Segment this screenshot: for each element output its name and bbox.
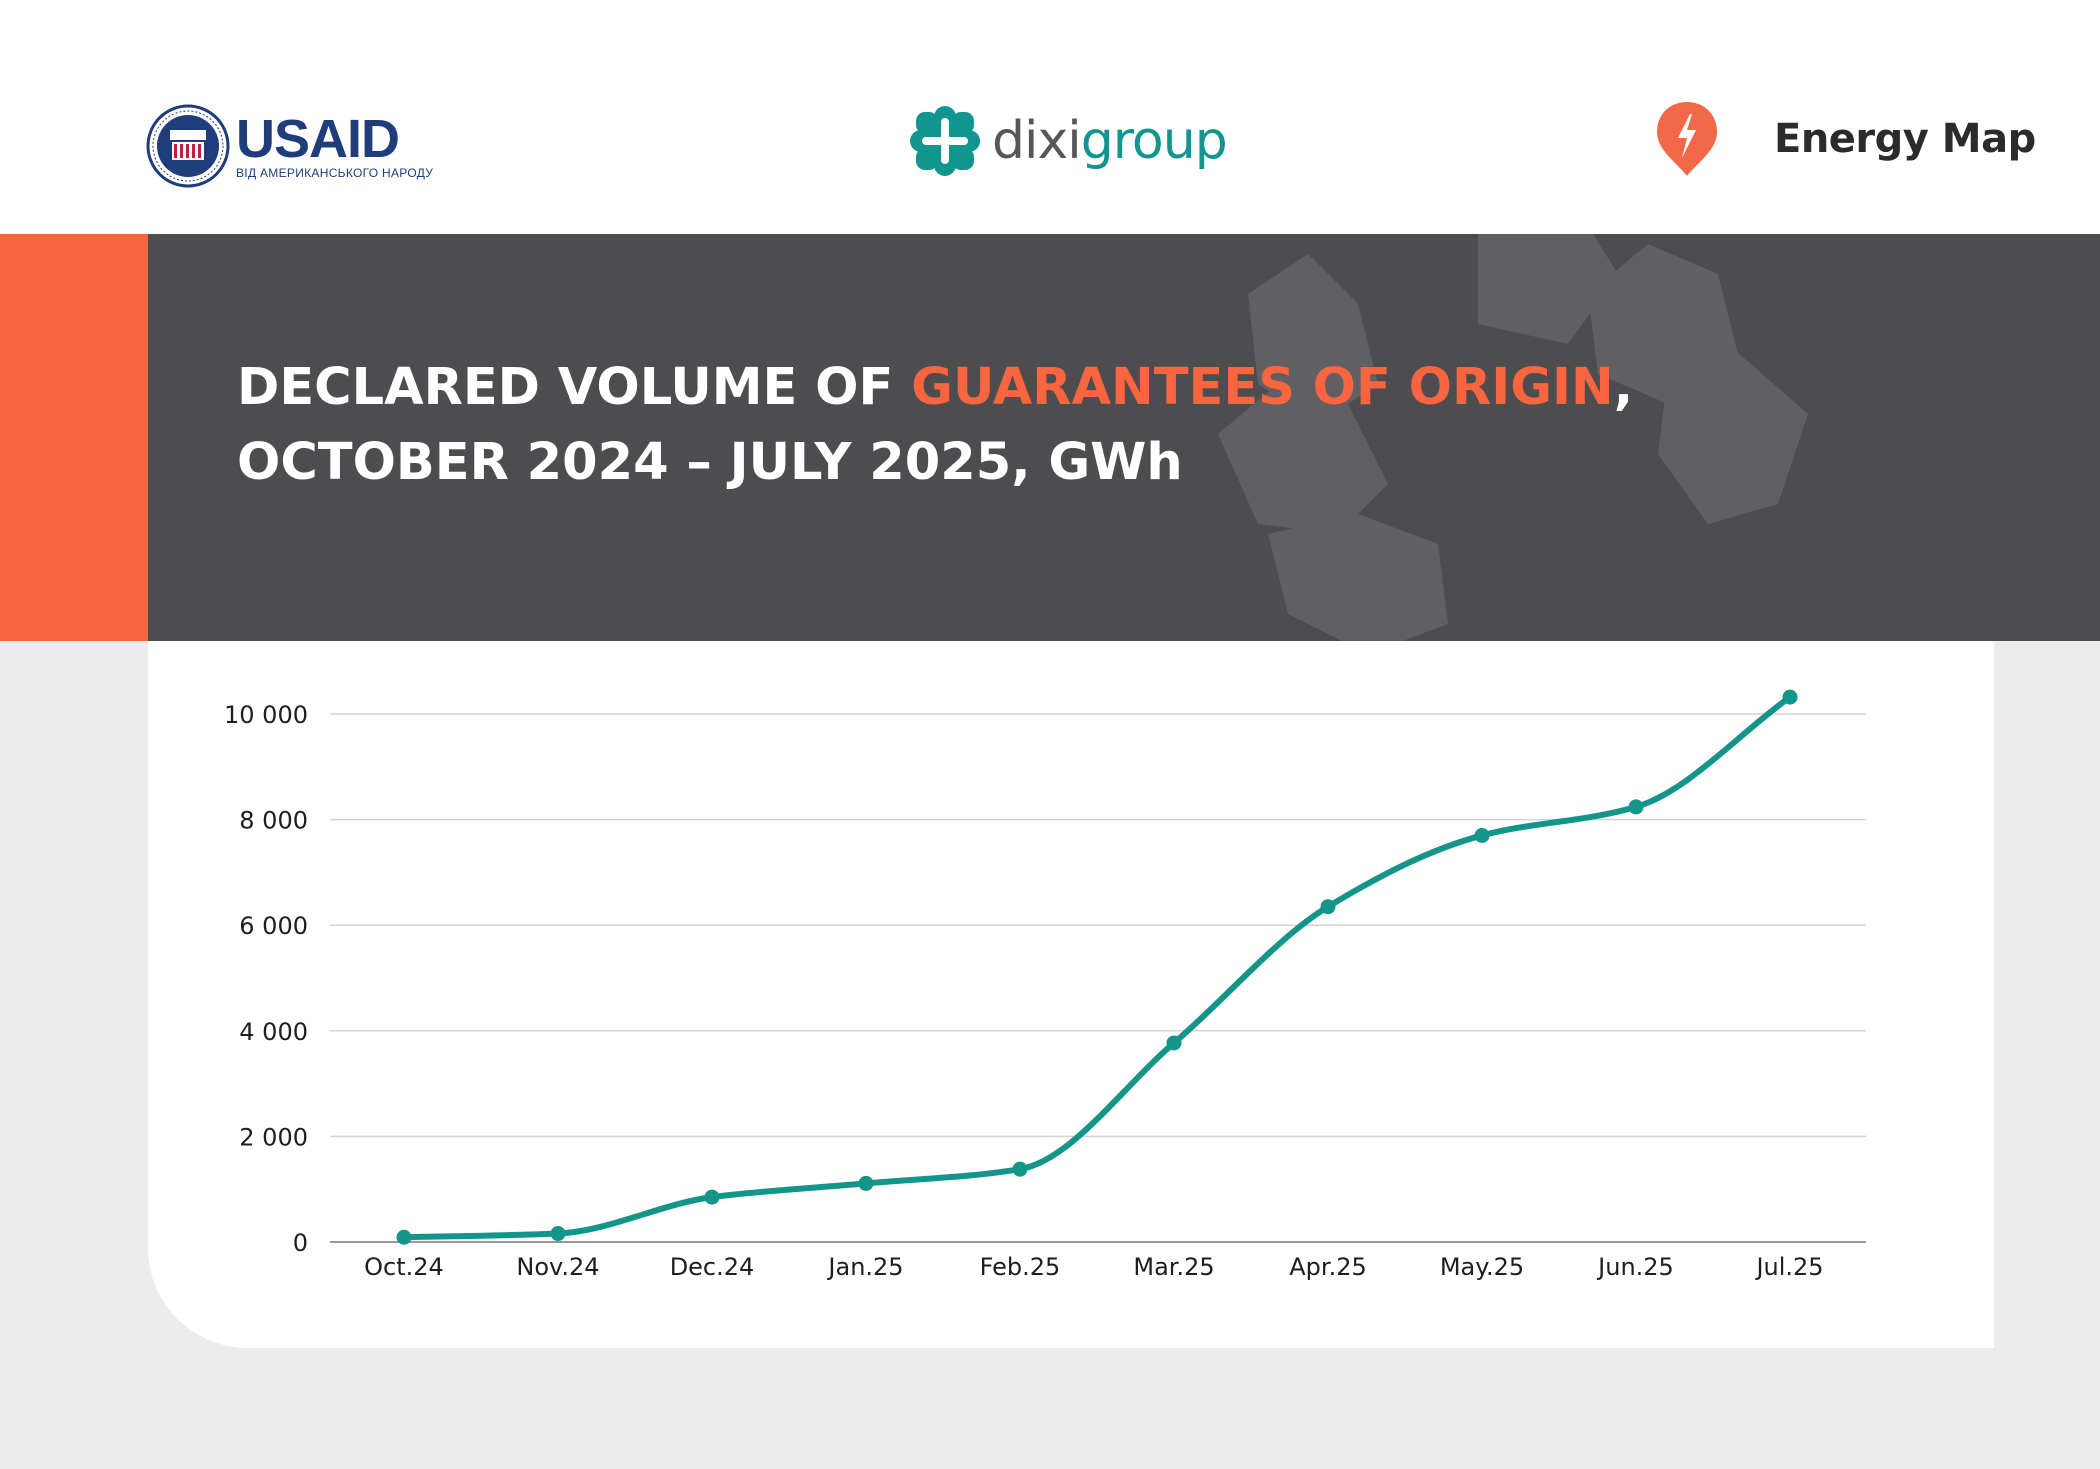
y-tick-label: 0 [293, 1229, 308, 1257]
title-line2: OCTOBER 2024 – JULY 2025, GWh [237, 433, 1183, 492]
x-tick-label: Oct.24 [364, 1253, 444, 1281]
chart-title: DECLARED VOLUME OF GUARANTEES OF ORIGIN,… [237, 350, 1633, 500]
x-tick-label: Dec.24 [670, 1253, 755, 1281]
chart-card: 0 2 000 4 000 6 000 8 000 10 000 Oct.24 Nov.24 D… [148, 641, 1994, 1348]
data-point [1012, 1161, 1028, 1177]
data-point [704, 1189, 720, 1205]
data-point [1782, 689, 1798, 705]
dixigroup-name-part2: group [1080, 111, 1228, 171]
dixigroup-mark-icon [910, 106, 980, 176]
line-chart: 0 2 000 4 000 6 000 8 000 10 000 Oct.24 Nov.24 D… [224, 689, 1866, 1281]
usaid-seal-icon [146, 104, 230, 188]
title-highlight: GUARANTEES OF ORIGIN [911, 358, 1614, 417]
x-tick-label: Apr.25 [1289, 1253, 1366, 1281]
x-tick-label: Feb.25 [980, 1253, 1061, 1281]
data-point [1628, 799, 1644, 815]
y-tick-label: 10 000 [224, 701, 308, 729]
title-suffix: , [1613, 358, 1634, 417]
data-point [1320, 899, 1336, 915]
x-tick-label: May.25 [1440, 1253, 1524, 1281]
x-tick-label: Jan.25 [826, 1253, 903, 1281]
dixigroup-watermark-icon [1218, 234, 1808, 641]
energy-map-name: Energy Map [1774, 116, 2036, 162]
usaid-tagline: ВІД АМЕРИКАНСЬКОГО НАРОДУ [236, 165, 434, 180]
series-line [401, 694, 1793, 1241]
x-tick-label: Jul.25 [1754, 1253, 1823, 1281]
usaid-logo: USAID ВІД АМЕРИКАНСЬКОГО НАРОДУ [146, 104, 433, 188]
data-point [550, 1226, 566, 1242]
y-tick-label: 6 000 [239, 912, 308, 940]
y-tick-label: 8 000 [239, 807, 308, 835]
data-point [396, 1229, 412, 1245]
x-tick-label: Nov.24 [516, 1253, 599, 1281]
title-prefix: DECLARED VOLUME OF [237, 358, 912, 417]
energy-map-logo: Energy Map [1654, 100, 2036, 178]
y-tick-label: 4 000 [239, 1018, 308, 1046]
x-tick-label: Mar.25 [1133, 1253, 1214, 1281]
y-tick-label: 2 000 [239, 1123, 308, 1151]
data-point [858, 1175, 874, 1191]
x-tick-label: Jun.25 [1596, 1253, 1674, 1281]
accent-stripe [0, 234, 148, 641]
header-bar: USAID ВІД АМЕРИКАНСЬКОГО НАРОДУ dixigrou… [0, 0, 2100, 234]
dixigroup-name-part1: dixi [992, 111, 1082, 171]
data-point [1474, 827, 1490, 843]
title-banner [148, 234, 2100, 641]
dixigroup-logo: dixigroup [908, 104, 1228, 178]
energy-map-pin-icon [1657, 102, 1717, 176]
usaid-wordmark: USAID [236, 108, 400, 169]
data-point [1166, 1035, 1182, 1051]
